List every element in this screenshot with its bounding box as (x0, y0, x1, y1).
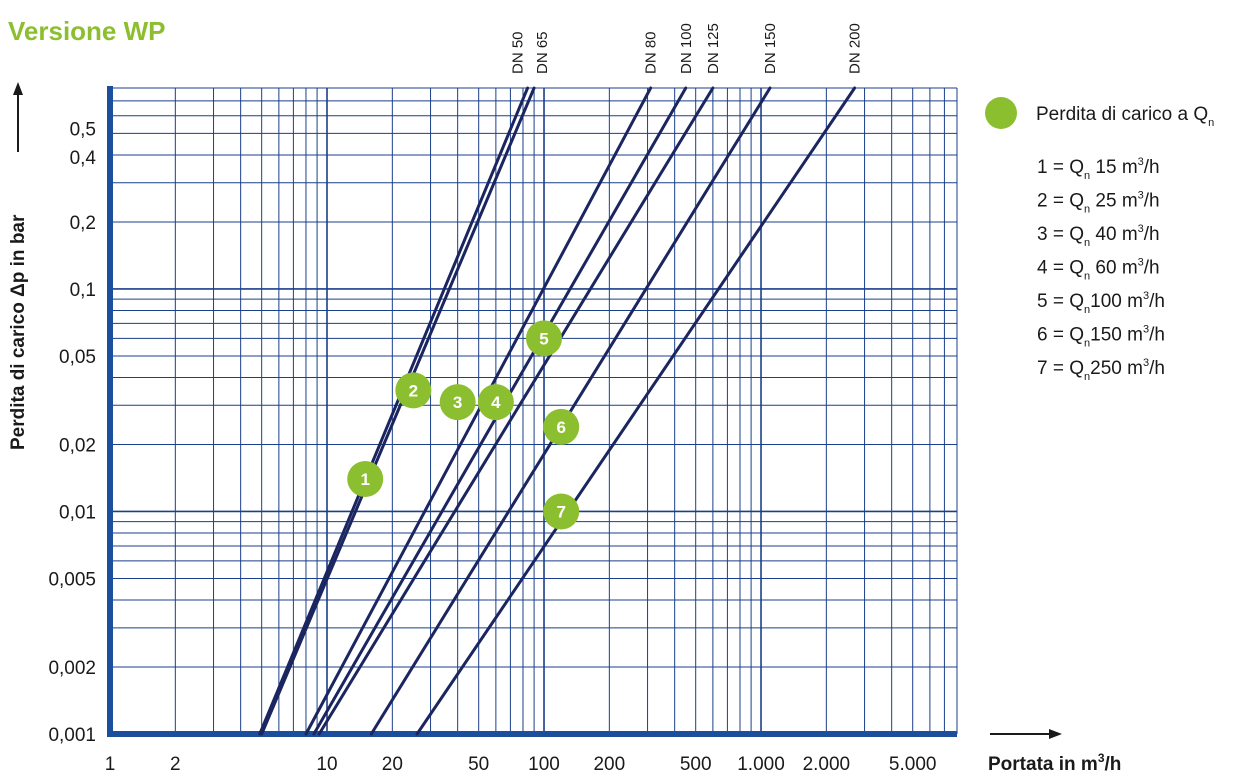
dn-label: DN 50 (510, 31, 527, 74)
legend-item: 4 = Qn 60 m3/h (1037, 257, 1160, 283)
y-axis-arrow (13, 82, 23, 152)
legend-title-main: Perdita di carico a Q (1036, 104, 1208, 125)
marker-7 (543, 493, 580, 530)
legend-item: 6 = Qn150 m3/h (1037, 324, 1165, 350)
x-tick-label: 2.000 (803, 754, 851, 775)
x-axis-title-main: Portata in m (988, 754, 1098, 775)
dn-label: DN 200 (847, 23, 864, 74)
legend-item: 2 = Qn 25 m3/h (1037, 190, 1160, 216)
curve-dn-65 (260, 86, 536, 736)
y-tick-label: 0,02 (59, 435, 96, 456)
marker-label: 5 (539, 329, 548, 348)
dn-label: DN 80 (643, 31, 660, 74)
y-tick-label: 0,05 (59, 347, 96, 368)
marker-label: 4 (491, 393, 501, 412)
x-axis-title-sup: 3 (1098, 751, 1105, 765)
marker-4 (477, 384, 514, 421)
x-tick-label: 2 (170, 754, 181, 775)
legend-marker-icon (985, 97, 1017, 129)
legend-item: 7 = Qn250 m3/h (1037, 357, 1165, 383)
y-axis-title: Perdita di carico Δp in bar (8, 214, 29, 450)
y-tick-label: 0,5 (70, 119, 96, 140)
legend-item: 5 = Qn100 m3/h (1037, 290, 1165, 316)
x-axis-title-tail: /h (1105, 754, 1122, 775)
grid-major (109, 87, 957, 735)
curves (258, 86, 857, 736)
x-tick-label: 5.000 (889, 754, 937, 775)
legend-item: 1 = Qn 15 m3/h (1037, 156, 1160, 182)
marker-label: 3 (453, 393, 462, 412)
x-axis-arrow (990, 729, 1062, 739)
grid-minor (110, 87, 958, 734)
x-tick-label: 20 (382, 754, 403, 775)
y-tick-label: 0,1 (70, 280, 96, 301)
legend-title: Perdita di carico a Qn (1036, 104, 1214, 129)
axes (107, 86, 957, 737)
chart-title: Versione WP (8, 16, 166, 46)
curve-dn-150 (369, 86, 772, 736)
y-tick-label: 0,005 (48, 569, 96, 590)
x-tick-label: 100 (528, 754, 560, 775)
marker-5 (526, 320, 563, 357)
marker-6 (543, 408, 580, 445)
legend-title-sub: n (1208, 117, 1214, 129)
marker-3 (439, 384, 476, 421)
marker-2 (395, 372, 432, 409)
markers: 1 2 3 4 5 6 7 (347, 320, 580, 530)
y-tick-label: 0,002 (48, 658, 96, 679)
dn-label: DN 65 (534, 31, 551, 74)
y-tick-label: 0,001 (48, 725, 96, 746)
legend-item: 3 = Qn 40 m3/h (1037, 223, 1160, 249)
x-tick-label: 200 (593, 754, 625, 775)
marker-label: 2 (409, 381, 418, 400)
y-tick-label: 0,4 (70, 148, 97, 169)
x-tick-label: 500 (680, 754, 712, 775)
x-tick-label: 10 (316, 754, 337, 775)
dn-label: DN 100 (678, 23, 695, 74)
legend: Perdita di carico a Qn 1 = Qn 15 m3/h 2 =… (985, 97, 1214, 383)
x-tick-label: 1 (105, 754, 116, 775)
curve-dn-125 (317, 86, 715, 736)
curve-dn-200 (415, 86, 857, 736)
marker-1 (347, 460, 384, 497)
x-tick-label: 1.000 (737, 754, 785, 775)
curve-dn-50 (258, 86, 530, 736)
marker-label: 7 (556, 502, 565, 521)
y-tick-label: 0,2 (70, 213, 96, 234)
marker-label: 1 (360, 470, 369, 489)
dn-label: DN 150 (762, 23, 779, 74)
x-tick-label: 50 (468, 754, 489, 775)
marker-label: 6 (556, 418, 565, 437)
y-tick-labels: 0,001 0,002 0,005 0,01 0,02 0,05 0,1 0,2 0,4 0,5 (48, 119, 96, 746)
x-tick-labels: 1 2 10 20 50 100 200 500 1.000 2.000 5.000 (105, 754, 937, 775)
dn-label: DN 125 (705, 23, 722, 74)
dn-labels: DN 50 DN 65 DN 80 DN 100 DN 125 DN 150 DN 200 (510, 23, 864, 74)
y-tick-label: 0,01 (59, 502, 96, 523)
curve-dn-80 (304, 86, 653, 736)
legend-items: 1 = Qn 15 m3/h 2 = Qn 25 m3/h 3 = Qn 40 m3… (1037, 156, 1165, 383)
x-axis-title: Portata in m3/h (988, 751, 1121, 775)
